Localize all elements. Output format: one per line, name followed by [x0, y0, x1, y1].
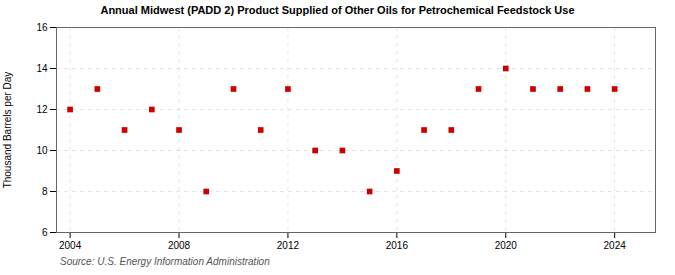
svg-text:2012: 2012 — [277, 240, 300, 251]
svg-text:2008: 2008 — [168, 240, 191, 251]
html-text:Source: U.S. Energy Informatio: Source: U.S. Energy Information Administ… — [60, 256, 270, 268]
svg-text:8: 8 — [42, 186, 48, 197]
svg-text:2004: 2004 — [59, 240, 82, 251]
svg-text:2020: 2020 — [495, 240, 518, 251]
svg-text:16: 16 — [36, 22, 48, 33]
svg-text:Thousand Barrels per Day: Thousand Barrels per Day — [2, 72, 13, 189]
svg-text:2024: 2024 — [604, 240, 627, 251]
svg-text:14: 14 — [36, 63, 48, 74]
html-text:Annual Midwest (PADD 2) Produc: Annual Midwest (PADD 2) Product Supplied… — [100, 4, 575, 16]
svg-text:12: 12 — [36, 104, 48, 115]
svg-text:10: 10 — [36, 145, 48, 156]
svg-text:2016: 2016 — [386, 240, 409, 251]
svg-text:6: 6 — [42, 227, 48, 238]
